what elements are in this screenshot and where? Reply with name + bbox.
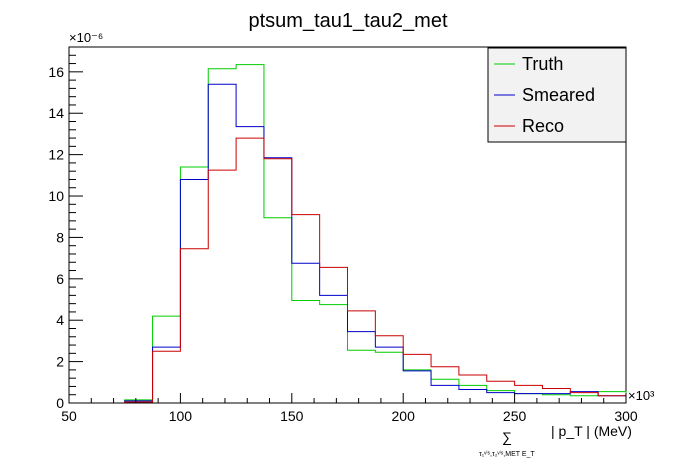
- x-tick-label: 100: [169, 408, 193, 424]
- legend-label-truth: Truth: [522, 54, 563, 74]
- x-tick-label: 50: [61, 408, 77, 424]
- y-tick-label: 10: [48, 188, 64, 204]
- sum-symbol: ∑: [502, 429, 512, 445]
- series-layer: [124, 64, 627, 403]
- y-tick-label: 16: [48, 64, 64, 80]
- y-tick-label: 8: [56, 229, 64, 245]
- series-reco: [124, 137, 627, 403]
- x-tick-label: 150: [280, 408, 304, 424]
- y-multiplier: ×10⁻⁶: [69, 30, 103, 45]
- y-tick-label: 12: [48, 147, 64, 163]
- legend-label-reco: Reco: [522, 116, 564, 136]
- axes: 50 100 150 200 250 300 0 2 4 6 8 10 12 14 16: [48, 46, 638, 424]
- legend: Truth Smeared Reco: [487, 47, 627, 143]
- x-multiplier: ×10³: [628, 388, 655, 403]
- x-tick-label: 200: [392, 408, 416, 424]
- chart-title: ptsum_tau1_tau2_met: [248, 10, 447, 32]
- legend-label-smeared: Smeared: [522, 85, 595, 105]
- y-tick-label: 4: [56, 312, 64, 328]
- y-tick-label: 2: [56, 354, 64, 370]
- x-axis-label: ∑ τ₁ᵛⁱˢ,τ₂ᵛⁱˢ,MET E_T | p_T | (MeV): [479, 423, 632, 458]
- x-tick-label: 300: [614, 408, 638, 424]
- x-tick-label: 250: [503, 408, 527, 424]
- x-axis-title: | p_T | (MeV): [551, 423, 632, 439]
- y-tick-label: 0: [56, 395, 64, 411]
- y-tick-label: 6: [56, 271, 64, 287]
- y-tick-label: 14: [48, 105, 64, 121]
- sum-subscript: τ₁ᵛⁱˢ,τ₂ᵛⁱˢ,MET E_T: [479, 450, 535, 458]
